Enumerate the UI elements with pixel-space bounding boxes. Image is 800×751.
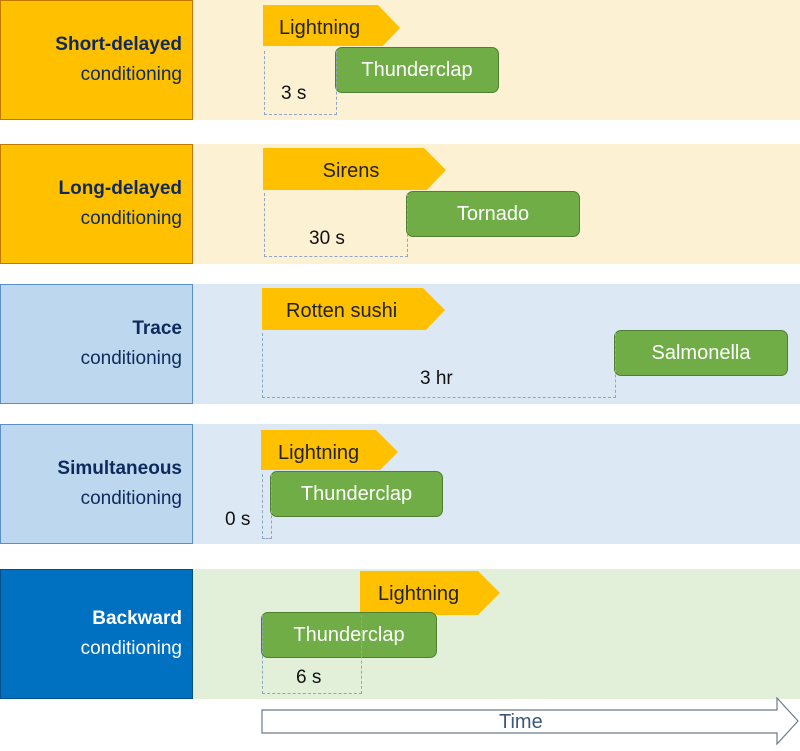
row-title-bold: Long-delayed [58,178,182,199]
row-label: Backward conditioning [0,569,193,699]
us-box: Tornado [406,191,580,237]
cs-arrow-shape [262,288,445,330]
cs-label: Rotten sushi [286,299,398,322]
row-title-rest: conditioning [80,208,182,229]
row-label: Long-delayed conditioning [0,144,193,264]
cs-label: Lightning [278,441,360,464]
arrow-right-icon [261,697,799,746]
us-box: Salmonella [614,330,788,376]
delay-bracket [262,615,362,694]
us-box: Thunderclap [261,612,437,658]
cs-label: Lightning [279,16,361,39]
row-title-bold: Simultaneous [57,458,182,479]
row-trace: Trace conditioning Rotten sushi Salmonel… [0,284,800,404]
delay-label: 30 s [309,228,345,249]
row-label: Simultaneous conditioning [0,424,193,544]
row-simultaneous: Simultaneous conditioning Lightning Thun… [0,424,800,544]
row-title-rest: conditioning [80,348,182,369]
time-label: Time [499,711,543,733]
delay-bracket [264,193,408,257]
row-title-bold: Trace [132,318,182,339]
delay-bracket [262,474,272,539]
cs-label: Lightning [378,582,460,605]
cs-label: Sirens [322,159,380,182]
row-short-delayed: Short-delayed conditioning Lightning Thu… [0,0,800,120]
us-box: Thunderclap [335,47,499,93]
us-box: Thunderclap [270,471,443,517]
row-label: Short-delayed conditioning [0,0,193,120]
delay-label: 0 s [225,509,251,530]
row-title-rest: conditioning [80,638,182,659]
row-backward: Backward conditioning Lightning Thunderc… [0,569,800,699]
delay-bracket [264,51,337,115]
row-title-bold: Backward [92,608,182,629]
row-long-delayed: Long-delayed conditioning Sirens Tornado… [0,144,800,264]
cs-arrow-shape [263,148,446,190]
delay-label: 3 s [281,83,307,104]
cs-arrow-shape [263,5,400,46]
delay-bracket [262,333,616,398]
delay-label: 3 hr [420,368,453,389]
row-title-rest: conditioning [80,64,182,85]
row-label: Trace conditioning [0,284,193,404]
cs-arrow-shape [261,430,398,470]
row-title-bold: Short-delayed [55,34,182,55]
delay-label: 6 s [296,667,322,688]
cs-arrow-shape [360,571,500,615]
row-title-rest: conditioning [80,488,182,509]
